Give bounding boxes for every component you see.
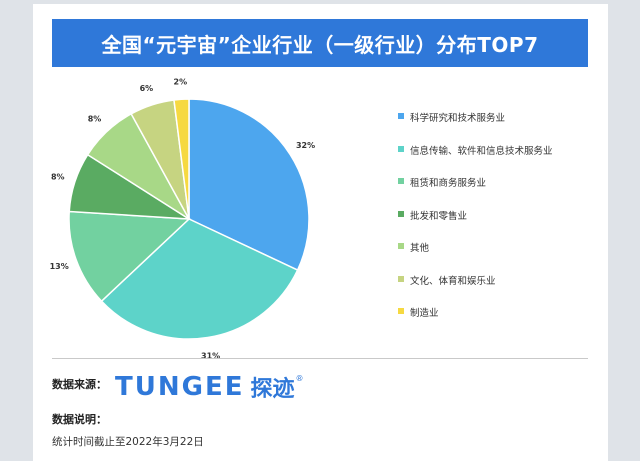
logo-chinese-text: 探迹 xyxy=(250,377,295,402)
note-text: 统计时间截止至2022年3月22日 xyxy=(52,436,204,448)
legend-label: 制造业 xyxy=(410,308,439,319)
slice-value-label: 13% xyxy=(50,262,69,271)
legend-label: 信息传输、软件和信息技术服务业 xyxy=(410,145,553,157)
logo-text: TUNGEE xyxy=(115,372,245,402)
slice-value-label: 6% xyxy=(140,84,154,93)
pie-slice xyxy=(173,98,190,220)
legend-swatch xyxy=(398,275,404,282)
slice-value-label: 8% xyxy=(51,172,65,181)
legend-swatch xyxy=(398,178,404,184)
legend-item: 批发和零售业 xyxy=(398,208,598,241)
legend-label: 其他 xyxy=(410,243,430,254)
legend-label: 文化、体育和娱乐业 xyxy=(410,275,496,287)
divider xyxy=(52,358,588,359)
note-label: 数据说明： xyxy=(52,413,107,426)
legend-item: 科学研究和技术服务业 xyxy=(398,110,598,143)
pie-slice xyxy=(68,210,191,303)
pie-slice xyxy=(188,98,310,272)
legend-swatch xyxy=(398,210,404,217)
slice-value-label: 2% xyxy=(174,77,188,86)
slice-value-label: 31% xyxy=(201,351,220,360)
legend-label: 租赁和商务服务业 xyxy=(410,178,487,189)
legend-swatch xyxy=(398,243,404,249)
legend-swatch xyxy=(398,145,404,152)
legend-item: 租赁和商务服务业 xyxy=(398,175,598,208)
chart-title: 全国“元宇宙”企业行业（一级行业）分布TOP7 xyxy=(52,19,588,67)
registered-mark: ® xyxy=(295,374,304,383)
legend-swatch xyxy=(398,308,404,314)
legend-item: 制造业 xyxy=(398,305,598,338)
legend-label: 批发和零售业 xyxy=(410,210,468,222)
legend-item: 文化、体育和娱乐业 xyxy=(398,273,598,306)
slice-value-label: 32% xyxy=(296,141,315,150)
slice-value-label: 8% xyxy=(88,114,102,123)
legend-item: 信息传输、软件和信息技术服务业 xyxy=(398,143,598,176)
legend-swatch xyxy=(398,113,404,119)
chart-legend: 科学研究和技术服务业信息传输、软件和信息技术服务业 租赁和商务服务业 批发和零售业其… xyxy=(398,110,598,338)
source-label: 数据来源： xyxy=(52,378,107,391)
legend-item: 其他 xyxy=(398,240,598,273)
tungee-logo: TUNGEE 探迹 ® xyxy=(115,372,304,402)
legend-label: 科学研究和技术服务业 xyxy=(410,113,506,124)
pie-slice xyxy=(100,218,299,340)
